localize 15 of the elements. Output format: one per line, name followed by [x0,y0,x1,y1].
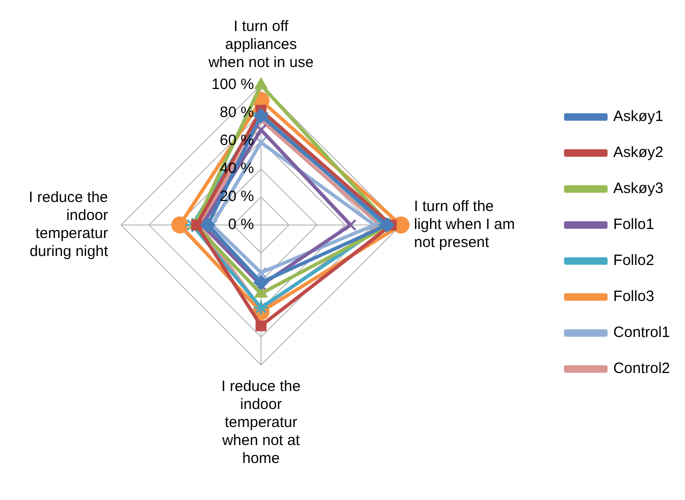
spoke-label: I turn off appliances when not in use [207,18,314,72]
legend-label: Follo2 [613,252,654,270]
spoke-label: I turn off the light when I am not present [414,198,515,252]
legend-label: Askøy2 [613,144,664,162]
spoke-label: I reduce the indoor temperatur during night [28,189,109,260]
y-tick-label: 0 % [228,216,254,234]
legend-label: Control1 [613,324,670,342]
y-tick-label: 100 % [211,76,254,94]
legend-label: Follo3 [613,288,654,306]
legend-label: Askøy3 [613,180,664,198]
spoke-label: I reduce the indoor temperatur when not at home [221,378,301,468]
legend-label: Control2 [613,360,670,378]
legend-label: Askøy1 [613,108,664,126]
y-tick-label: 20 % [220,188,254,206]
legend-label: Follo1 [613,216,654,234]
